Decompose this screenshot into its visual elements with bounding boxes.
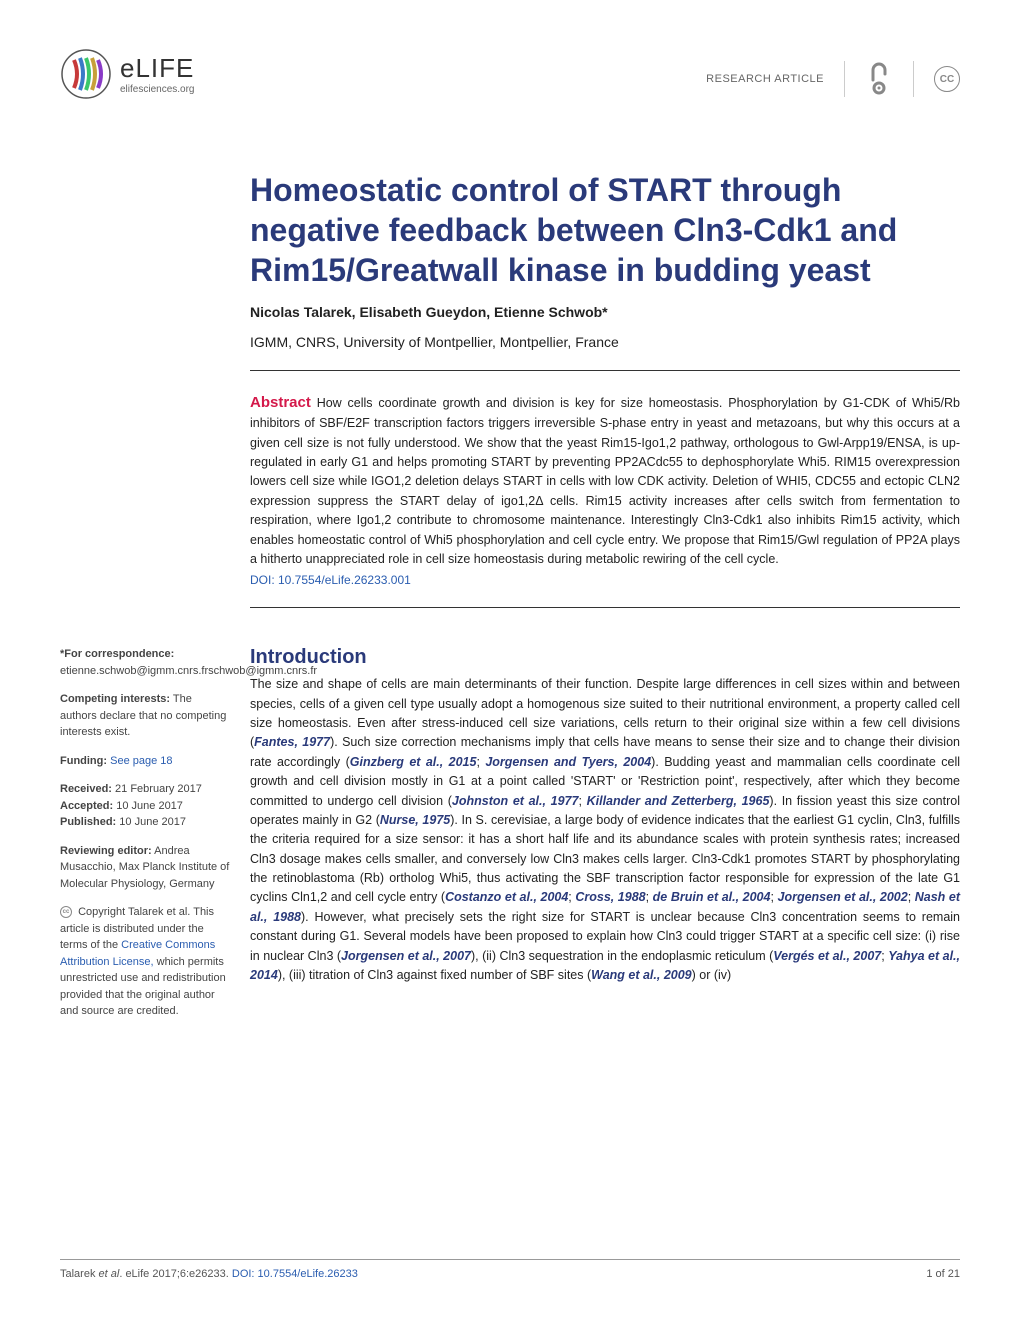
- logo-text-block: eLIFE elifesciences.org: [120, 53, 194, 95]
- received-date: 21 February 2017: [115, 783, 202, 795]
- body-segment: ;: [578, 794, 586, 808]
- funding-link[interactable]: See page 18: [110, 755, 172, 767]
- body-segment: ;: [646, 890, 653, 904]
- logo-name: eLIFE: [120, 53, 194, 84]
- cc-small-icon: cc: [60, 906, 72, 918]
- footer-text: Talarek: [60, 1268, 99, 1280]
- abstract: Abstract How cells coordinate growth and…: [250, 391, 960, 569]
- body-segment: ) or (iv): [692, 968, 732, 982]
- citation[interactable]: Johnston et al., 1977: [452, 794, 579, 808]
- citation[interactable]: Fantes, 1977: [254, 735, 330, 749]
- published-date: 10 June 2017: [119, 816, 186, 828]
- intro-heading: Introduction: [250, 646, 960, 669]
- footer-doi-link[interactable]: DOI: 10.7554/eLife.26233: [232, 1268, 358, 1280]
- editor-label: Reviewing editor:: [60, 845, 152, 857]
- citation[interactable]: Cross, 1988: [575, 890, 645, 904]
- intro-body: The size and shape of cells are main det…: [250, 675, 960, 985]
- citation[interactable]: de Bruin et al., 2004: [653, 890, 771, 904]
- sidebar: *For correspondence: etienne.schwob@igmm…: [60, 646, 230, 1032]
- logo-url[interactable]: elifesciences.org: [120, 84, 194, 95]
- body-column: Introduction The size and shape of cells…: [250, 646, 960, 1032]
- correspondence-block: *For correspondence: etienne.schwob@igmm…: [60, 646, 230, 679]
- body-segment: ), (iii) titration of Cln3 against fixed…: [278, 968, 591, 982]
- open-access-icon: [865, 60, 893, 98]
- page-footer: Talarek et al. eLife 2017;6:e26233. DOI:…: [60, 1259, 960, 1280]
- body-segment: ;: [770, 890, 777, 904]
- citation[interactable]: Jorgensen and Tyers, 2004: [485, 755, 651, 769]
- citation[interactable]: Jorgensen et al., 2002: [778, 890, 908, 904]
- rule: [250, 370, 960, 371]
- received-label: Received:: [60, 783, 112, 795]
- citation[interactable]: Vergés et al., 2007: [773, 949, 881, 963]
- correspondence-label: *For correspondence:: [60, 648, 174, 660]
- two-column-section: *For correspondence: etienne.schwob@igmm…: [60, 646, 960, 1032]
- elife-logo-icon: [60, 48, 112, 100]
- page-number: 1 of 21: [926, 1268, 960, 1280]
- funding-label: Funding:: [60, 755, 107, 767]
- copyright-block: cc Copyright Talarek et al. This article…: [60, 904, 230, 1020]
- body-segment: ), (ii) Cln3 sequestration in the endopl…: [471, 949, 773, 963]
- citation[interactable]: Ginzberg et al., 2015: [350, 755, 477, 769]
- cc-license-icon: CC: [934, 66, 960, 92]
- divider: [913, 61, 914, 97]
- published-label: Published:: [60, 816, 116, 828]
- page-header: eLIFE elifesciences.org RESEARCH ARTICLE…: [60, 48, 960, 120]
- body-segment: ;: [908, 890, 915, 904]
- authors-line: Nicolas Talarek, Elisabeth Gueydon, Etie…: [250, 304, 960, 320]
- footer-text: et al: [99, 1268, 120, 1280]
- body-segment: ;: [476, 755, 485, 769]
- affiliation: IGMM, CNRS, University of Montpellier, M…: [250, 334, 960, 350]
- funding-block: Funding: See page 18: [60, 753, 230, 770]
- logo-section: eLIFE elifesciences.org: [60, 48, 194, 100]
- abstract-label: Abstract: [250, 394, 311, 411]
- citation[interactable]: Costanzo et al., 2004: [445, 890, 568, 904]
- article-type-label: RESEARCH ARTICLE: [706, 73, 824, 85]
- title-block: Homeostatic control of START through neg…: [250, 170, 960, 608]
- citation[interactable]: Nurse, 1975: [380, 813, 450, 827]
- competing-label: Competing interests:: [60, 693, 170, 705]
- doi-link[interactable]: DOI: 10.7554/eLife.26233.001: [250, 573, 960, 587]
- editor-block: Reviewing editor: Andrea Musacchio, Max …: [60, 843, 230, 893]
- dates-block: Received: 21 February 2017 Accepted: 10 …: [60, 781, 230, 831]
- citation[interactable]: Jorgensen et al., 2007: [341, 949, 471, 963]
- accepted-label: Accepted:: [60, 800, 113, 812]
- abstract-text: How cells coordinate growth and division…: [250, 396, 960, 566]
- divider: [844, 61, 845, 97]
- header-right: RESEARCH ARTICLE CC: [706, 60, 960, 98]
- citation[interactable]: Wang et al., 2009: [591, 968, 692, 982]
- rule: [250, 607, 960, 608]
- footer-citation: Talarek et al. eLife 2017;6:e26233. DOI:…: [60, 1268, 358, 1280]
- footer-text: . eLife 2017;6:e26233.: [119, 1268, 232, 1280]
- accepted-date: 10 June 2017: [116, 800, 183, 812]
- citation[interactable]: Killander and Zetterberg, 1965: [587, 794, 770, 808]
- competing-block: Competing interests: The authors declare…: [60, 691, 230, 741]
- article-title: Homeostatic control of START through neg…: [250, 170, 960, 290]
